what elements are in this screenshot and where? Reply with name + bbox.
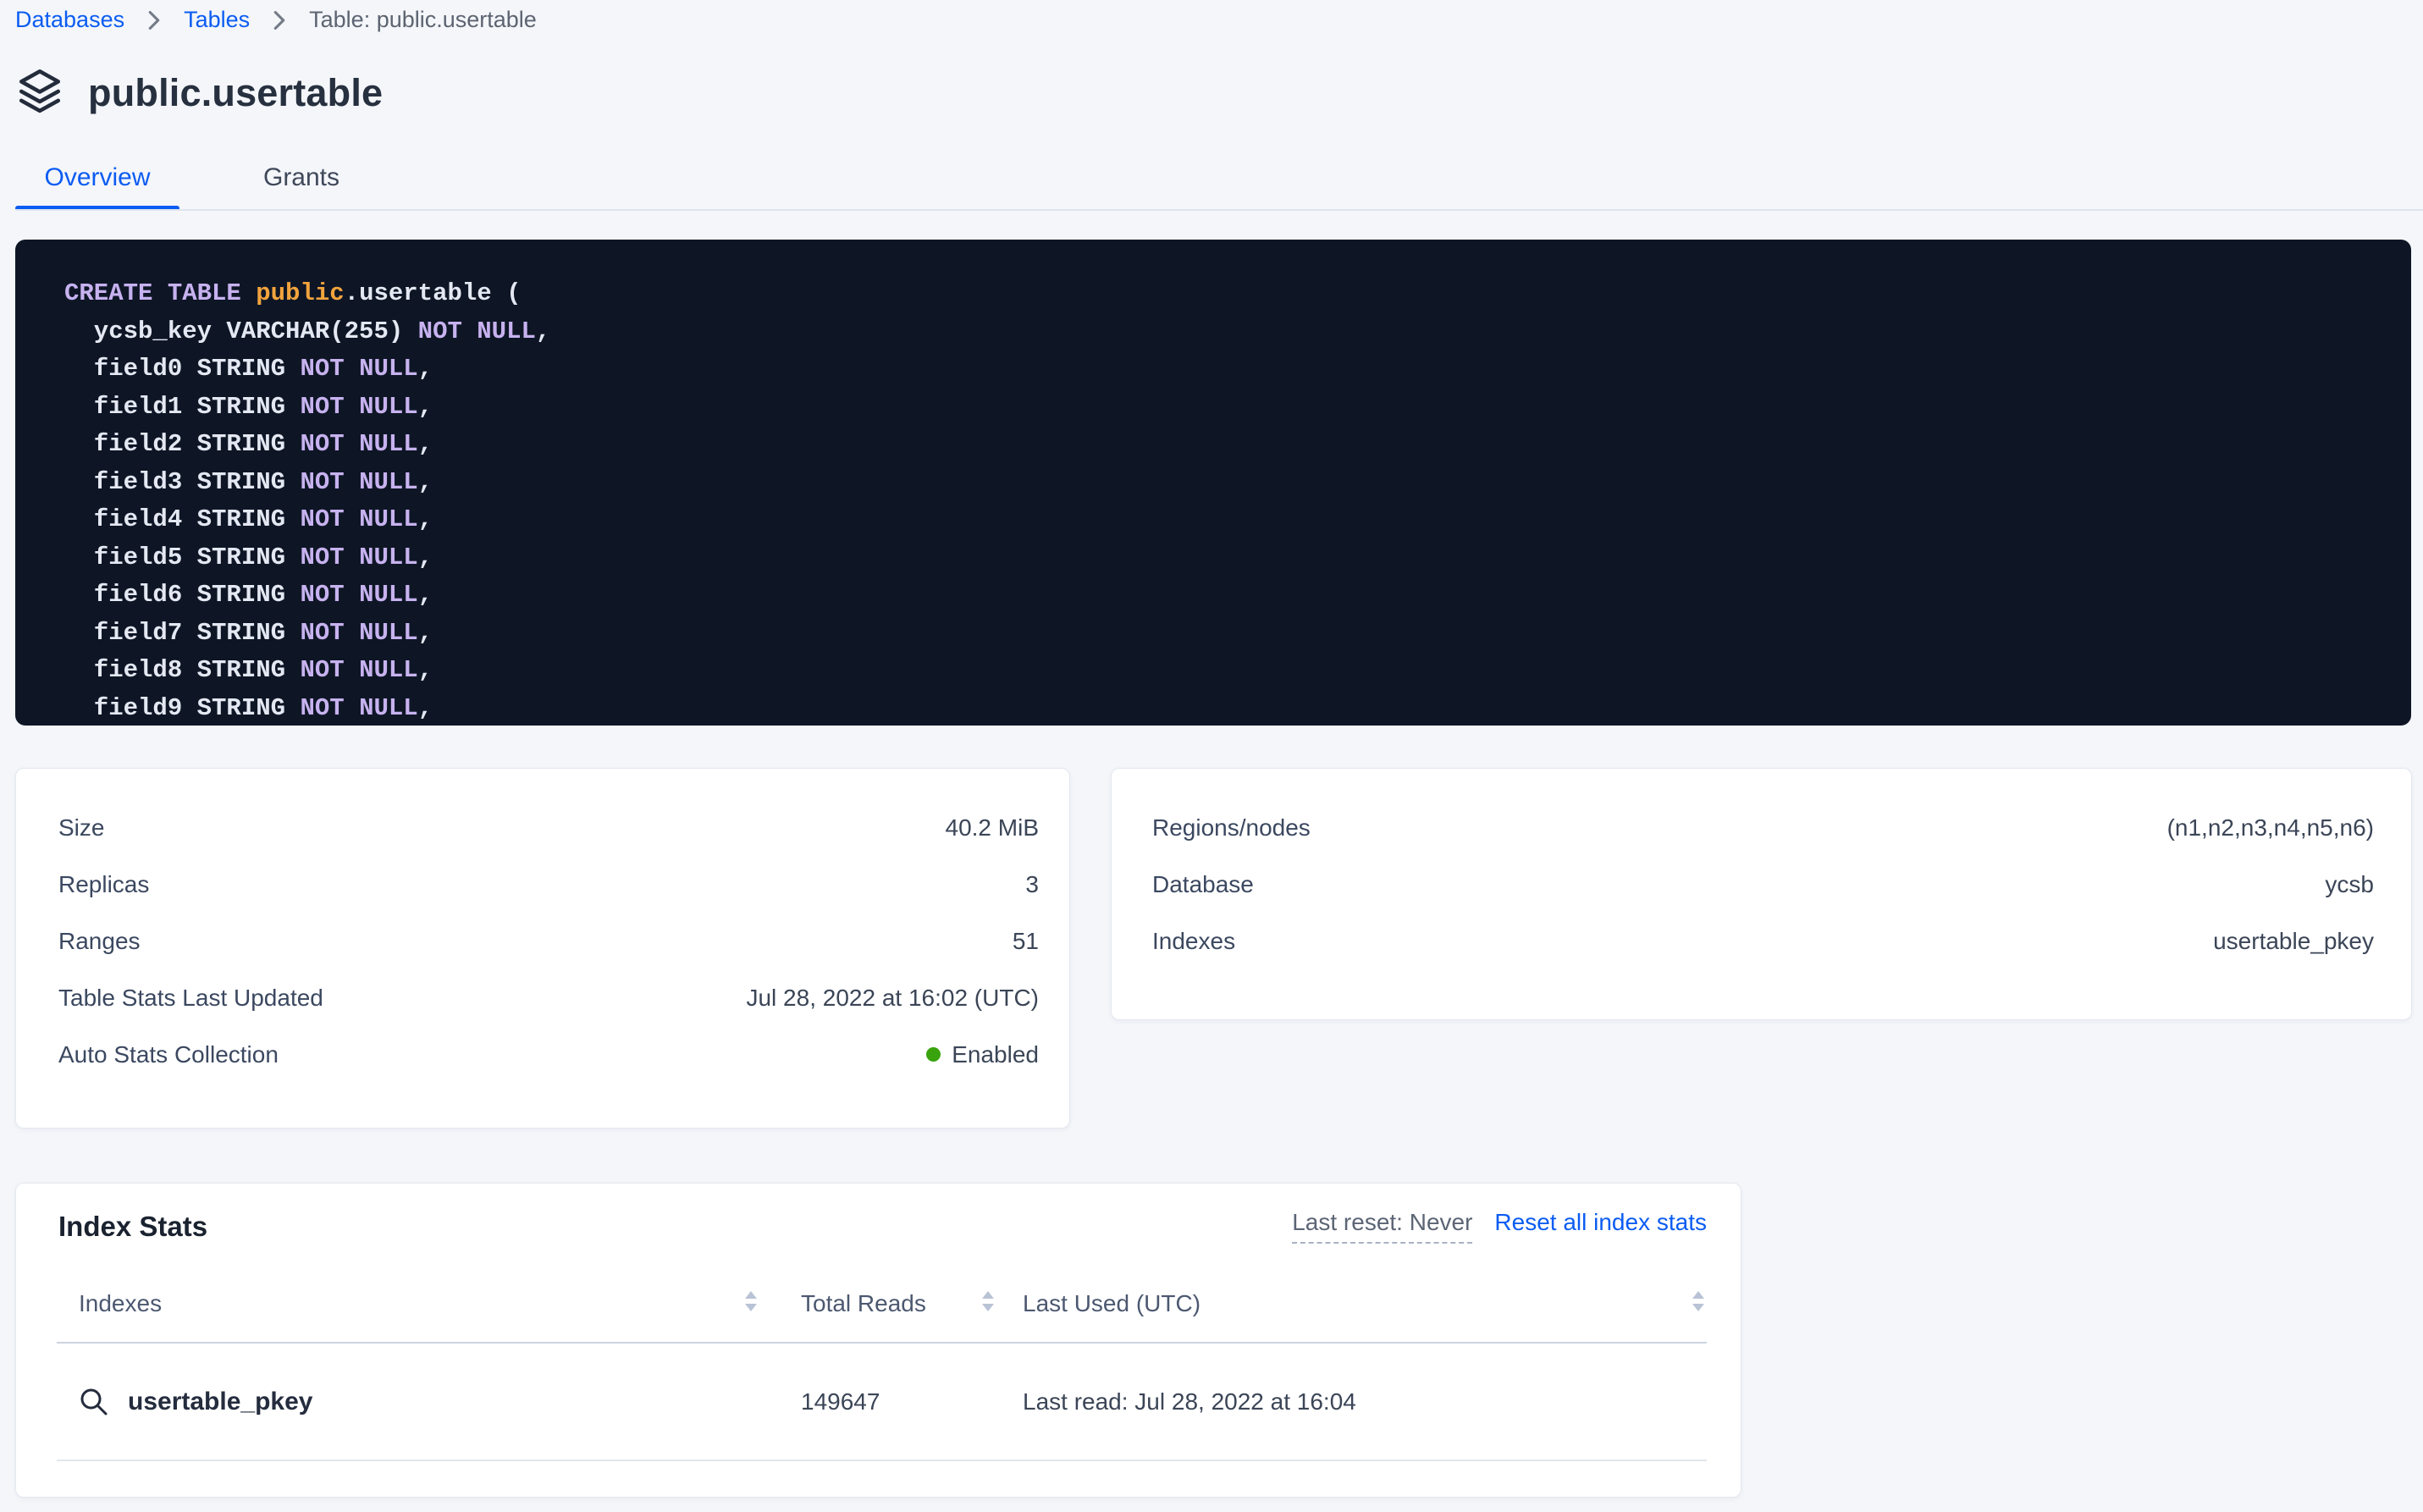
breadcrumb-link-tables[interactable]: Tables	[184, 7, 251, 32]
stat-label: Auto Stats Collection	[58, 1040, 279, 1068]
table-header-row: Indexes Total Reads Last Used (UTC)	[57, 1266, 1707, 1344]
create-table-statement: CREATE TABLE public.usertable ( ycsb_key…	[15, 240, 2411, 726]
chevron-right-icon	[273, 10, 285, 30]
stat-value: 40.2 MiB	[945, 814, 1040, 841]
stat-value: 3	[1025, 870, 1039, 897]
stat-value: Jul 28, 2022 at 16:02 (UTC)	[746, 984, 1039, 1011]
tab-grants[interactable]: Grants	[262, 163, 340, 191]
column-header-total-reads[interactable]: Total Reads	[759, 1289, 996, 1320]
stat-row-indexes: Indexes usertable_pkey	[1152, 913, 2374, 969]
stack-icon	[15, 66, 64, 119]
stat-label: Size	[58, 814, 105, 841]
tab-divider	[15, 209, 2423, 211]
index-name-cell: usertable_pkey	[57, 1387, 759, 1417]
page-title-row: public.usertable	[15, 66, 383, 119]
tab-overview[interactable]: Overview	[44, 163, 151, 191]
stat-label: Ranges	[58, 927, 141, 954]
status-badge: Enabled	[926, 1041, 1039, 1068]
page-title: public.usertable	[88, 70, 384, 114]
stat-value: 51	[1012, 927, 1039, 954]
stat-row-replicas: Replicas 3	[58, 856, 1039, 913]
last-reset-label: Last reset: Never	[1292, 1209, 1473, 1244]
stat-label: Regions/nodes	[1152, 814, 1311, 841]
stat-row-auto-stats: Auto Stats Collection Enabled	[58, 1026, 1039, 1083]
breadcrumb-link-databases[interactable]: Databases	[15, 7, 125, 32]
column-header-indexes[interactable]: Indexes	[57, 1289, 759, 1320]
index-stats-title: Index Stats	[58, 1210, 208, 1242]
reset-index-stats-link[interactable]: Reset all index stats	[1494, 1209, 1707, 1235]
stat-row-database: Database ycsb	[1152, 856, 2374, 913]
stat-label: Database	[1152, 870, 1254, 897]
stat-value: ycsb	[2325, 870, 2374, 897]
index-stats-table: Indexes Total Reads Last Used (UTC)	[57, 1266, 1707, 1461]
index-stats-header: Index Stats Last reset: Never Reset all …	[58, 1209, 1707, 1244]
index-stats-controls: Last reset: Never Reset all index stats	[1292, 1209, 1707, 1244]
table-details-card: Size 40.2 MiB Replicas 3 Ranges 51 Table…	[15, 768, 1070, 1128]
sort-icon[interactable]	[980, 1289, 996, 1320]
chevron-right-icon	[148, 10, 160, 30]
index-stats-card: Index Stats Last reset: Never Reset all …	[15, 1183, 1741, 1498]
status-text: Enabled	[952, 1040, 1039, 1068]
tab-bar: Overview Grants	[15, 154, 340, 201]
active-tab-indicator	[15, 206, 179, 211]
search-icon	[79, 1387, 109, 1417]
column-label: Last Used (UTC)	[1023, 1290, 1201, 1316]
stat-label: Indexes	[1152, 927, 1236, 954]
column-label: Total Reads	[801, 1290, 926, 1316]
sort-icon[interactable]	[742, 1289, 759, 1320]
total-reads-cell: 149647	[801, 1388, 880, 1415]
sort-icon[interactable]	[1690, 1289, 1707, 1320]
stat-value: usertable_pkey	[2213, 927, 2374, 954]
stat-row-regions: Regions/nodes (n1,n2,n3,n4,n5,n6)	[1152, 799, 2374, 856]
breadcrumb-current: Table: public.usertable	[309, 7, 537, 32]
placement-details-card: Regions/nodes (n1,n2,n3,n4,n5,n6) Databa…	[1111, 768, 2412, 1020]
stat-value: (n1,n2,n3,n4,n5,n6)	[2166, 814, 2374, 841]
index-name-link[interactable]: usertable_pkey	[128, 1387, 313, 1415]
stat-label: Table Stats Last Updated	[58, 984, 323, 1011]
status-dot-green	[926, 1047, 941, 1062]
breadcrumb: Databases Tables Table: public.usertable	[15, 7, 537, 33]
stat-row-size: Size 40.2 MiB	[58, 799, 1039, 856]
last-used-cell: Last read: Jul 28, 2022 at 16:04	[1023, 1388, 1356, 1415]
stat-row-ranges: Ranges 51	[58, 913, 1039, 969]
sql-code: CREATE TABLE public.usertable ( ycsb_key…	[64, 279, 551, 722]
table-row: usertable_pkey 149647 Last read: Jul 28,…	[57, 1344, 1707, 1461]
stat-label: Replicas	[58, 870, 150, 897]
column-label: Indexes	[79, 1290, 163, 1316]
column-header-last-used[interactable]: Last Used (UTC)	[996, 1289, 1707, 1320]
stat-row-stats-updated: Table Stats Last Updated Jul 28, 2022 at…	[58, 969, 1039, 1026]
